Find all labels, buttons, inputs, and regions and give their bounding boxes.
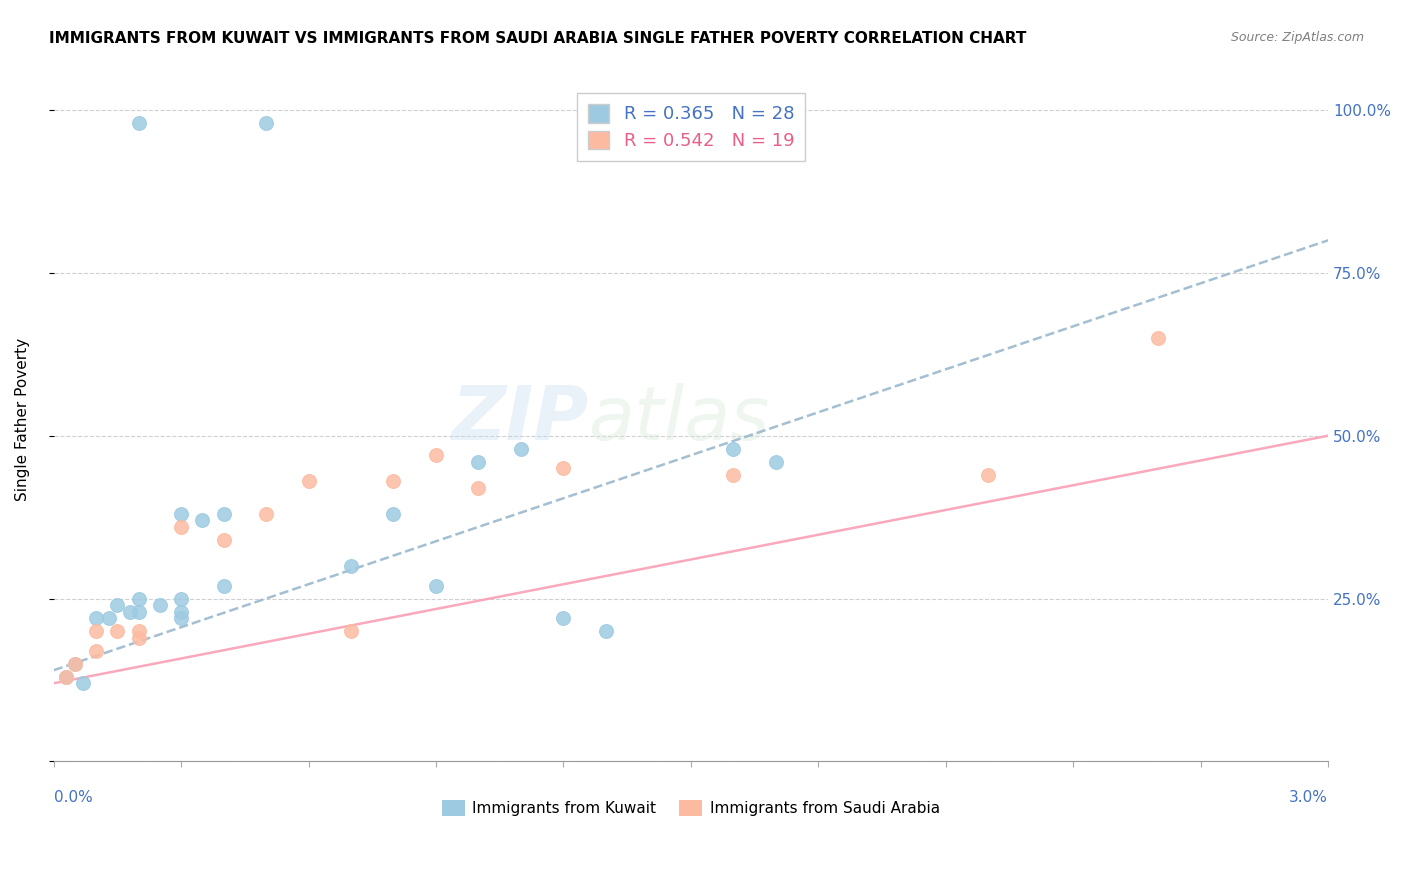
Point (84, 624, 107, 639)
Point (191, 513, 214, 527)
Point (128, 631, 150, 645)
Point (149, 598, 172, 612)
Point (170, 611, 193, 625)
Point (425, 578, 447, 592)
Point (212, 507, 235, 521)
Point (765, 455, 787, 469)
Point (128, 591, 150, 606)
Point (105, 624, 128, 639)
Point (170, 605, 193, 619)
Point (170, 507, 193, 521)
Point (1147, 331, 1170, 345)
Point (170, 520, 193, 534)
Point (977, 467, 1000, 482)
Point (212, 578, 235, 592)
Point (105, 598, 128, 612)
Text: 3.0%: 3.0% (1289, 790, 1329, 805)
Point (120, 605, 142, 619)
Point (170, 591, 193, 606)
Point (128, 116, 150, 130)
Point (128, 624, 150, 639)
Point (595, 624, 617, 639)
Point (128, 605, 150, 619)
Point (340, 624, 363, 639)
Point (553, 611, 575, 625)
Point (212, 533, 235, 547)
Text: IMMIGRANTS FROM KUWAIT VS IMMIGRANTS FROM SAUDI ARABIA SINGLE FATHER POVERTY COR: IMMIGRANTS FROM KUWAIT VS IMMIGRANTS FRO… (49, 31, 1026, 46)
Point (297, 475, 319, 489)
Point (510, 442, 533, 456)
Point (55, 670, 77, 684)
Point (84, 611, 107, 625)
Text: atlas: atlas (589, 384, 770, 456)
Text: 0.0%: 0.0% (53, 790, 93, 805)
Point (467, 481, 489, 495)
Text: ZIP: ZIP (451, 383, 589, 456)
Point (382, 475, 405, 489)
Point (84, 643, 107, 657)
Point (63, 657, 86, 671)
Point (55, 670, 77, 684)
Point (553, 461, 575, 475)
Legend: R = 0.365   N = 28, R = 0.542   N = 19: R = 0.365 N = 28, R = 0.542 N = 19 (576, 94, 806, 161)
Point (425, 448, 447, 462)
Point (254, 507, 277, 521)
Y-axis label: Single Father Poverty: Single Father Poverty (15, 338, 30, 501)
Point (254, 116, 277, 130)
Point (723, 442, 745, 456)
Point (723, 467, 745, 482)
Point (97, 611, 120, 625)
Point (467, 455, 489, 469)
Text: Source: ZipAtlas.com: Source: ZipAtlas.com (1230, 31, 1364, 45)
Point (72, 676, 94, 690)
Point (340, 559, 363, 574)
Point (382, 507, 405, 521)
Point (63, 657, 86, 671)
